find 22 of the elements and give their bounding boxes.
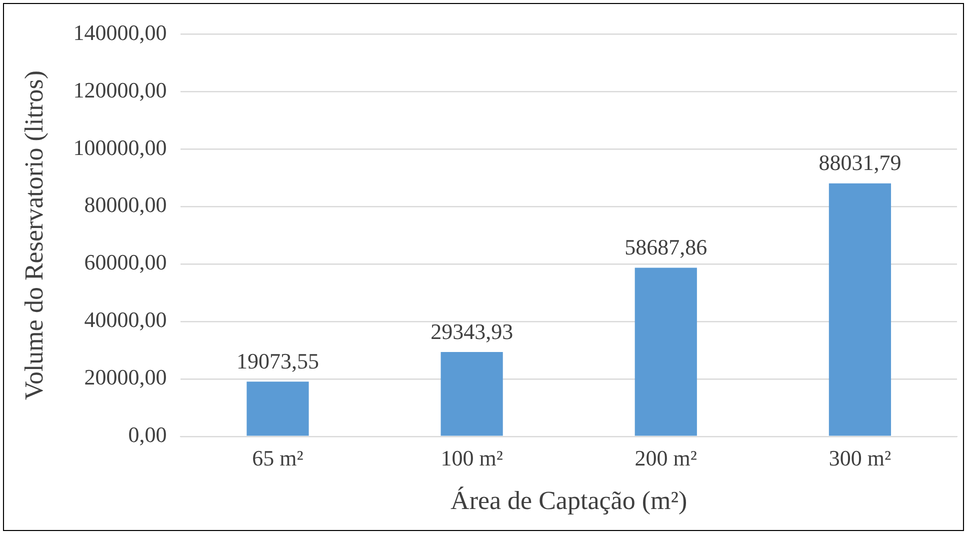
y-tick-label: 60000,00	[84, 250, 167, 275]
y-tick-label: 40000,00	[84, 307, 167, 332]
x-tick-label: 300 m²	[828, 445, 892, 470]
bar	[246, 382, 309, 436]
y-tick-label: 0,00	[128, 422, 167, 448]
y-tick-label: 80000,00	[84, 192, 167, 218]
x-tick-label: 200 m²	[634, 445, 698, 470]
data-label: 19073,55	[236, 348, 319, 374]
x-tick-label: 65 m²	[252, 445, 304, 470]
data-label: 29343,93	[430, 318, 514, 344]
y-tick-label: 20000,00	[84, 364, 167, 390]
x-tick-label: 100 m²	[440, 445, 504, 470]
y-tick-label: 120000,00	[73, 77, 167, 102]
bar	[634, 268, 697, 436]
bar	[828, 183, 892, 436]
x-axis-title: Área de Captação (m²)	[450, 486, 688, 516]
bar	[440, 352, 503, 436]
y-tick-label: 140000,00	[73, 20, 167, 45]
data-label: 58687,86	[624, 234, 708, 260]
data-label: 88031,79	[818, 150, 902, 176]
y-tick-label: 100000,00	[73, 134, 167, 160]
y-axis-title: Volume do Reservatorio (litros)	[19, 70, 48, 400]
